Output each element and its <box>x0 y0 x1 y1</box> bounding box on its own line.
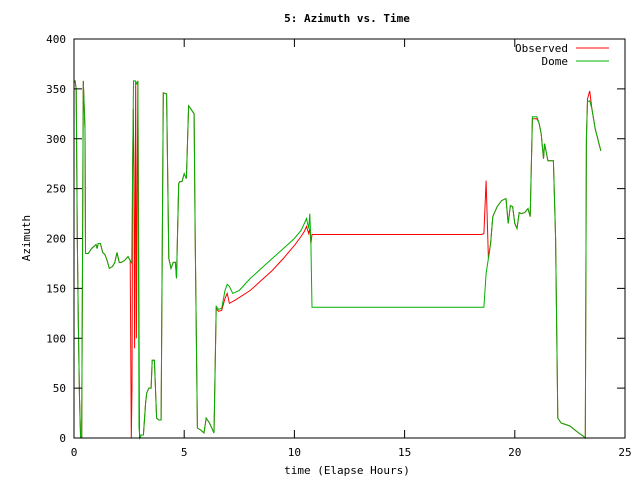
x-tick-label: 5 <box>181 446 188 459</box>
legend-label-observed: Observed <box>515 42 568 55</box>
x-tick-label: 15 <box>398 446 411 459</box>
x-axis-label: time (Elapse Hours) <box>284 464 410 477</box>
legend-label-dome: Dome <box>542 55 569 68</box>
y-tick-label: 350 <box>46 83 66 96</box>
y-tick-label: 200 <box>46 233 66 246</box>
y-tick-label: 400 <box>46 33 66 46</box>
y-tick-label: 250 <box>46 183 66 196</box>
y-axis-label: Azimuth <box>20 215 33 261</box>
series-line-dome <box>74 80 602 440</box>
y-tick-label: 0 <box>59 432 66 445</box>
y-tick-label: 150 <box>46 282 66 295</box>
x-tick-label: 10 <box>288 446 301 459</box>
x-tick-label: 25 <box>618 446 631 459</box>
y-tick-label: 50 <box>53 382 66 395</box>
series-layer <box>74 80 602 440</box>
chart-title: 5: Azimuth vs. Time <box>284 12 410 25</box>
y-tick-label: 100 <box>46 332 66 345</box>
x-tick-label: 20 <box>508 446 521 459</box>
y-tick-label: 300 <box>46 133 66 146</box>
x-tick-label: 0 <box>71 446 78 459</box>
